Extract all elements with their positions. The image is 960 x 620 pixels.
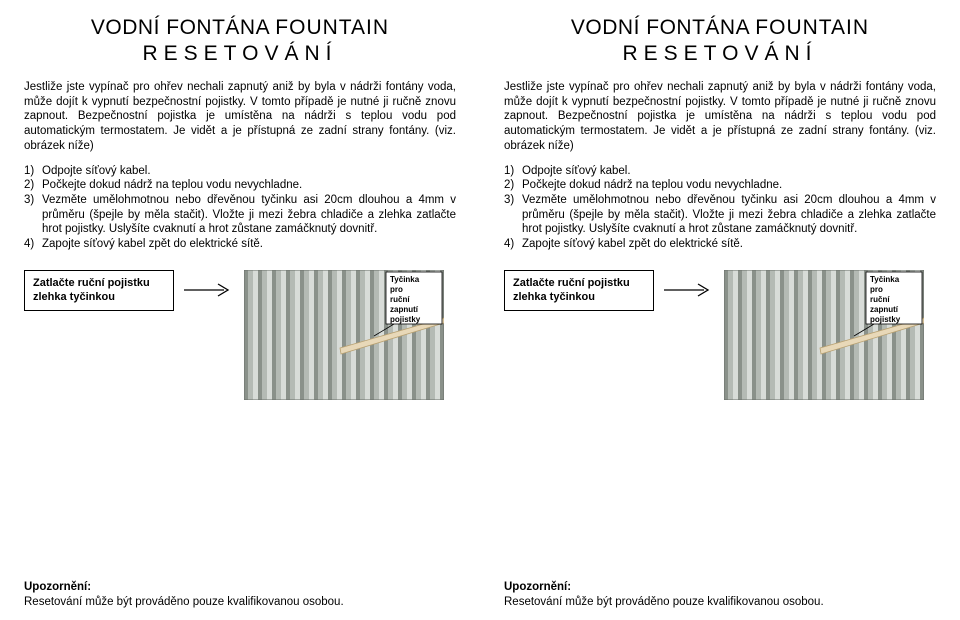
list-number: 1) (24, 164, 42, 179)
img-label: ruční (390, 295, 410, 304)
title-part-a: VODNÍ FONTÁNA (91, 16, 275, 39)
warning-head: Upozornění: (504, 580, 936, 595)
arrow-icon (184, 278, 234, 302)
list-text: Zapojte síťový kabel zpět do elektrické … (42, 237, 456, 252)
img-label: pojistky (870, 315, 901, 324)
title-line2: RESETOVÁNÍ (24, 42, 456, 66)
list-number: 4) (504, 237, 522, 252)
list-item: 1) Odpojte síťový kabel. (504, 164, 936, 179)
arrow-icon (664, 278, 714, 302)
page-right: VODNÍ FONTÁNA FOUNTAIN RESETOVÁNÍ Jestli… (480, 0, 960, 620)
img-label: pro (390, 285, 403, 294)
title-block: VODNÍ FONTÁNA FOUNTAIN RESETOVÁNÍ (24, 16, 456, 66)
steps-list: 1) Odpojte síťový kabel. 2) Počkejte dok… (504, 164, 936, 252)
img-label: pro (870, 285, 883, 294)
radiator-diagram: Tyčinka pro ruční zapnutí pojistky (724, 270, 924, 400)
list-text: Zapojte síťový kabel zpět do elektrické … (522, 237, 936, 252)
list-number: 2) (504, 178, 522, 193)
title-line1: VODNÍ FONTÁNA FOUNTAIN (504, 16, 936, 40)
list-text: Vezměte umělohmotnou nebo dřevěnou tyčin… (42, 193, 456, 237)
list-item: 3) Vezměte umělohmotnou nebo dřevěnou ty… (24, 193, 456, 237)
list-item: 1) Odpojte síťový kabel. (24, 164, 456, 179)
steps-list: 1) Odpojte síťový kabel. 2) Počkejte dok… (24, 164, 456, 252)
warning-body: Resetování může být prováděno pouze kval… (24, 595, 456, 610)
list-number: 2) (24, 178, 42, 193)
list-text: Počkejte dokud nádrž na teplou vodu nevy… (42, 178, 456, 193)
title-line2: RESETOVÁNÍ (504, 42, 936, 66)
title-line1: VODNÍ FONTÁNA FOUNTAIN (24, 16, 456, 40)
diagram-row: Zatlačte ruční pojistku zlehka tyčinkou … (504, 270, 936, 400)
list-number: 4) (24, 237, 42, 252)
callout-box: Zatlačte ruční pojistku zlehka tyčinkou (504, 270, 654, 312)
list-item: 4) Zapojte síťový kabel zpět do elektric… (504, 237, 936, 252)
warning-head: Upozornění: (24, 580, 456, 595)
list-text: Odpojte síťový kabel. (42, 164, 456, 179)
img-label: ruční (870, 295, 890, 304)
warning-block: Upozornění: Resetování může být prováděn… (504, 580, 936, 610)
list-item: 4) Zapojte síťový kabel zpět do elektric… (24, 237, 456, 252)
page-left: VODNÍ FONTÁNA FOUNTAIN RESETOVÁNÍ Jestli… (0, 0, 480, 620)
warning-body: Resetování může být prováděno pouze kval… (504, 595, 936, 610)
title-part-a: VODNÍ FONTÁNA (571, 16, 755, 39)
title-block: VODNÍ FONTÁNA FOUNTAIN RESETOVÁNÍ (504, 16, 936, 66)
radiator-diagram: Tyčinka pro ruční zapnutí pojistky (244, 270, 444, 400)
img-label: pojistky (390, 315, 421, 324)
list-number: 1) (504, 164, 522, 179)
title-part-b: FOUNTAIN (275, 16, 389, 39)
list-text: Odpojte síťový kabel. (522, 164, 936, 179)
warning-block: Upozornění: Resetování může být prováděn… (24, 580, 456, 610)
list-number: 3) (24, 193, 42, 237)
list-text: Vezměte umělohmotnou nebo dřevěnou tyčin… (522, 193, 936, 237)
list-item: 2) Počkejte dokud nádrž na teplou vodu n… (24, 178, 456, 193)
list-item: 2) Počkejte dokud nádrž na teplou vodu n… (504, 178, 936, 193)
intro-paragraph: Jestliže jste vypínač pro ohřev nechali … (24, 80, 456, 154)
img-label: Tyčinka (390, 275, 420, 284)
callout-box: Zatlačte ruční pojistku zlehka tyčinkou (24, 270, 174, 312)
img-label: zapnutí (390, 305, 419, 314)
img-label: Tyčinka (870, 275, 900, 284)
intro-paragraph: Jestliže jste vypínač pro ohřev nechali … (504, 80, 936, 154)
img-label: zapnutí (870, 305, 899, 314)
list-item: 3) Vezměte umělohmotnou nebo dřevěnou ty… (504, 193, 936, 237)
list-text: Počkejte dokud nádrž na teplou vodu nevy… (522, 178, 936, 193)
diagram-row: Zatlačte ruční pojistku zlehka tyčinkou … (24, 270, 456, 400)
list-number: 3) (504, 193, 522, 237)
title-part-b: FOUNTAIN (755, 16, 869, 39)
